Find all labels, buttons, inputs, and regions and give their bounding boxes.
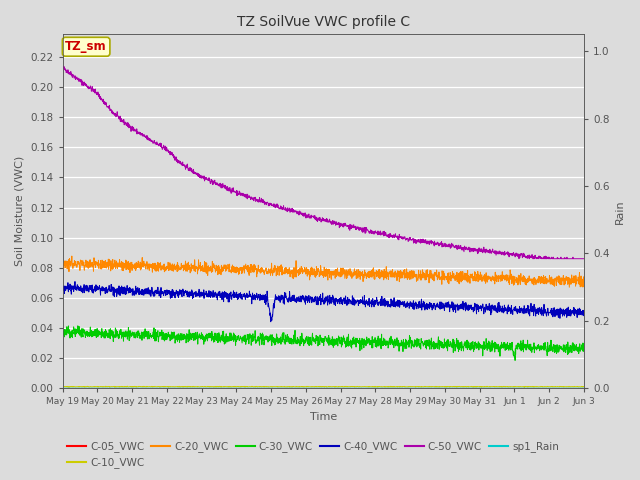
C-10_VWC <box>520 384 528 390</box>
X-axis label: Time: Time <box>310 412 337 422</box>
Y-axis label: Soil Moisture (VWC): Soil Moisture (VWC) <box>15 156 25 266</box>
Legend: C-05_VWC, C-10_VWC, C-20_VWC, C-30_VWC, C-40_VWC, C-50_VWC, sp1_Rain: C-05_VWC, C-10_VWC, C-20_VWC, C-30_VWC, … <box>63 437 563 472</box>
C-50_VWC <box>299 210 307 216</box>
C-20_VWC <box>580 277 588 283</box>
sp1_Rain <box>312 385 320 391</box>
C-20_VWC <box>565 275 573 280</box>
C-40_VWC <box>86 284 93 289</box>
C-50_VWC <box>565 256 573 262</box>
C-20_VWC <box>470 274 477 279</box>
C-50_VWC <box>525 256 533 262</box>
C-10_VWC <box>565 384 573 389</box>
C-20_VWC <box>59 262 67 268</box>
sp1_Rain <box>564 385 572 391</box>
C-40_VWC <box>299 296 307 301</box>
C-40_VWC <box>565 309 573 315</box>
Line: C-40_VWC: C-40_VWC <box>63 282 584 322</box>
C-50_VWC <box>60 63 67 69</box>
C-40_VWC <box>71 279 79 285</box>
C-30_VWC <box>312 335 320 340</box>
C-50_VWC <box>59 64 67 70</box>
sp1_Rain <box>565 385 573 391</box>
C-30_VWC <box>511 358 519 363</box>
sp1_Rain <box>469 385 477 391</box>
C-40_VWC <box>59 287 67 292</box>
C-30_VWC <box>299 336 307 342</box>
C-40_VWC <box>566 313 573 319</box>
C-10_VWC <box>470 384 477 390</box>
C-10_VWC <box>86 384 93 390</box>
C-10_VWC <box>580 384 588 389</box>
Line: C-10_VWC: C-10_VWC <box>63 386 584 387</box>
Text: TZ_sm: TZ_sm <box>65 40 107 53</box>
C-20_VWC <box>566 284 573 290</box>
C-50_VWC <box>86 86 93 92</box>
C-30_VWC <box>566 345 573 350</box>
Y-axis label: Rain: Rain <box>615 199 625 224</box>
sp1_Rain <box>580 385 588 391</box>
C-20_VWC <box>68 253 76 259</box>
C-30_VWC <box>59 333 67 338</box>
C-10_VWC <box>299 384 307 389</box>
C-30_VWC <box>74 323 82 329</box>
C-30_VWC <box>86 330 93 336</box>
C-20_VWC <box>86 258 93 264</box>
C-50_VWC <box>580 256 588 262</box>
C-30_VWC <box>470 347 477 352</box>
Title: TZ SoilVue VWC profile C: TZ SoilVue VWC profile C <box>237 15 410 29</box>
C-40_VWC <box>267 319 275 324</box>
C-20_VWC <box>299 271 307 276</box>
C-50_VWC <box>312 216 320 222</box>
sp1_Rain <box>59 385 67 391</box>
C-30_VWC <box>565 349 573 355</box>
Line: C-30_VWC: C-30_VWC <box>63 326 584 360</box>
C-50_VWC <box>470 247 477 252</box>
C-30_VWC <box>580 340 588 346</box>
C-10_VWC <box>124 384 131 389</box>
C-40_VWC <box>313 300 321 306</box>
C-50_VWC <box>566 256 573 262</box>
C-40_VWC <box>470 306 477 312</box>
Line: C-50_VWC: C-50_VWC <box>63 66 584 259</box>
C-10_VWC <box>59 384 67 390</box>
C-40_VWC <box>580 312 588 318</box>
C-20_VWC <box>312 264 320 269</box>
Line: C-20_VWC: C-20_VWC <box>63 256 584 287</box>
sp1_Rain <box>86 385 93 391</box>
sp1_Rain <box>298 385 306 391</box>
C-20_VWC <box>565 279 573 285</box>
C-10_VWC <box>312 384 320 389</box>
C-10_VWC <box>566 384 573 389</box>
